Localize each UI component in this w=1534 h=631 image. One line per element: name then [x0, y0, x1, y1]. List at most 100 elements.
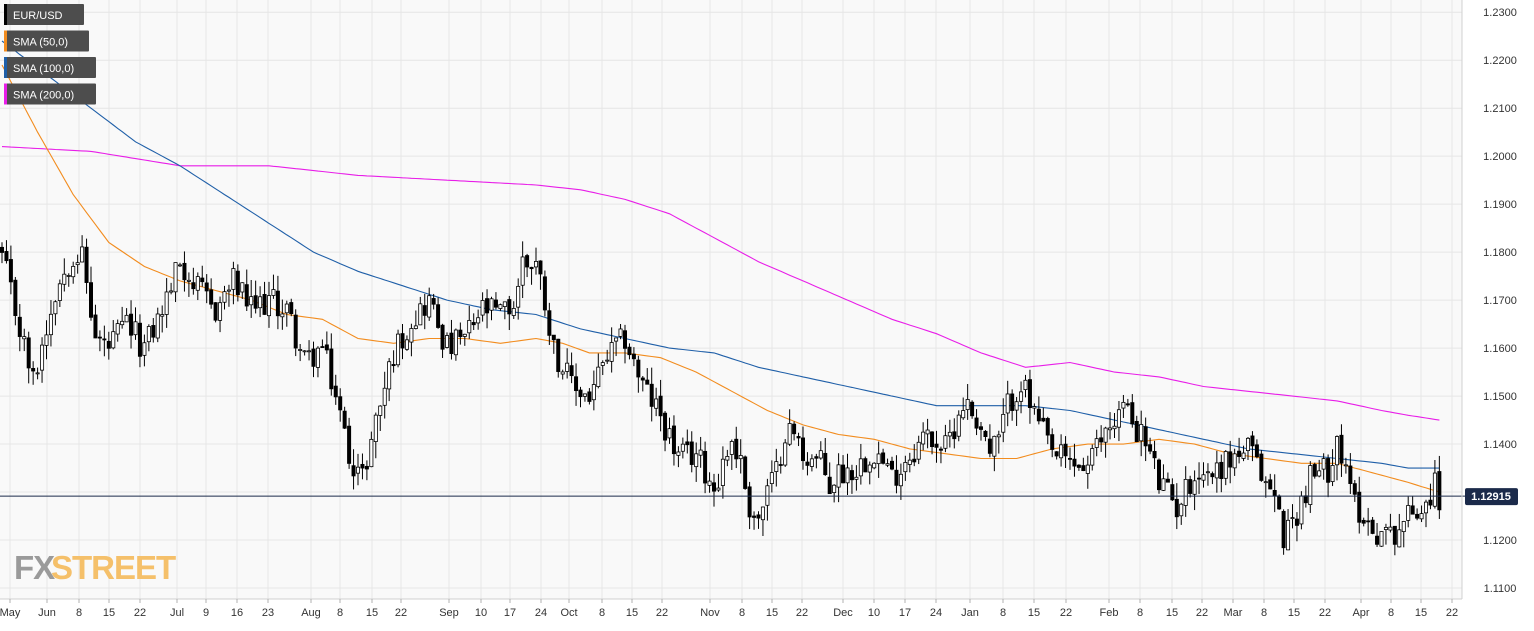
candle: [342, 406, 347, 430]
candle: [427, 287, 432, 321]
legend-item[interactable]: SMA (200,0): [4, 83, 96, 105]
candle: [75, 254, 80, 274]
x-tick-label: May: [0, 607, 21, 619]
candle: [338, 388, 343, 422]
candle: [240, 282, 245, 299]
candle: [1099, 425, 1104, 452]
candle: [565, 348, 570, 379]
candle: [1406, 496, 1411, 528]
candle: [4, 240, 9, 264]
candle: [979, 422, 984, 441]
candle: [369, 431, 374, 468]
candle: [818, 441, 823, 460]
candle: [996, 430, 1001, 454]
candle: [129, 300, 134, 349]
candle: [102, 325, 107, 357]
x-tick-label: Jul: [170, 607, 184, 619]
candle: [1072, 443, 1077, 477]
y-tick-label: 1.2100: [1483, 103, 1517, 115]
candle: [471, 313, 476, 331]
candle: [872, 462, 877, 470]
y-tick-label: 1.1800: [1483, 247, 1517, 259]
candle: [315, 346, 320, 378]
sma-100-series: [1, 40, 1440, 469]
sma-200-series: [1, 146, 1440, 421]
grid: [0, 0, 1462, 599]
candle: [293, 309, 298, 357]
candle: [609, 327, 614, 373]
candle: [881, 448, 886, 465]
candle: [13, 276, 18, 326]
candle: [930, 431, 935, 455]
legend-item[interactable]: SMA (100,0): [4, 57, 96, 78]
candle: [324, 331, 329, 354]
candle: [1063, 436, 1068, 469]
candle: [1308, 461, 1313, 513]
candle: [582, 393, 587, 402]
candle: [725, 449, 730, 467]
candle: [507, 295, 512, 331]
x-tick-label: 22: [134, 607, 146, 619]
candle: [712, 473, 717, 507]
candle: [707, 472, 712, 493]
candle: [440, 323, 445, 358]
candle: [645, 368, 650, 385]
candle: [347, 417, 352, 469]
candle: [146, 324, 151, 352]
candle: [787, 409, 792, 447]
candle: [1085, 455, 1090, 489]
candle: [841, 455, 846, 484]
candle: [845, 453, 850, 496]
x-tick-label: 22: [1060, 607, 1072, 619]
candle: [1116, 400, 1121, 442]
candle: [1050, 428, 1055, 458]
candle: [1432, 459, 1437, 509]
candle: [1388, 513, 1393, 533]
candle: [898, 463, 903, 500]
candle: [186, 272, 191, 297]
x-tick-label: 8: [599, 607, 605, 619]
candles-series: [0, 235, 1442, 556]
x-tick-label: 8: [76, 607, 82, 619]
candle: [578, 386, 583, 408]
candle: [1321, 453, 1326, 480]
candle: [498, 303, 503, 311]
candle: [1379, 531, 1384, 547]
candle: [520, 241, 525, 299]
candle: [1361, 517, 1366, 527]
candle: [1290, 504, 1295, 529]
candle: [271, 274, 276, 299]
legend-item-bg: [4, 4, 84, 25]
x-tick-label: 22: [1196, 607, 1208, 619]
candle: [805, 452, 810, 476]
candle: [943, 424, 948, 453]
candle: [698, 436, 703, 468]
candle: [44, 320, 49, 360]
y-tick-label: 1.1100: [1484, 583, 1517, 595]
candle: [858, 443, 863, 485]
candle: [938, 446, 943, 464]
candle: [453, 328, 458, 361]
y-tick-label: 1.2200: [1483, 55, 1517, 67]
x-tick-label: 8: [1261, 607, 1267, 619]
candle: [1277, 494, 1282, 510]
candle: [716, 473, 721, 492]
x-tick-label: Dec: [833, 607, 853, 619]
legend-item[interactable]: SMA (50,0): [4, 30, 89, 52]
candle: [801, 426, 806, 470]
candle: [1076, 464, 1081, 471]
watermark-street: STREET: [51, 549, 176, 586]
candle: [1010, 389, 1015, 421]
candle: [502, 301, 507, 320]
x-tick-label: 9: [203, 607, 209, 619]
current-price-tag: 1.12915: [1465, 488, 1518, 506]
candle: [720, 446, 725, 499]
candle: [249, 279, 254, 318]
candle: [921, 422, 926, 451]
candle: [992, 435, 997, 472]
candle: [1001, 398, 1006, 443]
candle: [160, 305, 165, 333]
candle: [320, 339, 325, 348]
legend-item[interactable]: EUR/USD: [4, 4, 84, 25]
candle: [814, 453, 819, 469]
